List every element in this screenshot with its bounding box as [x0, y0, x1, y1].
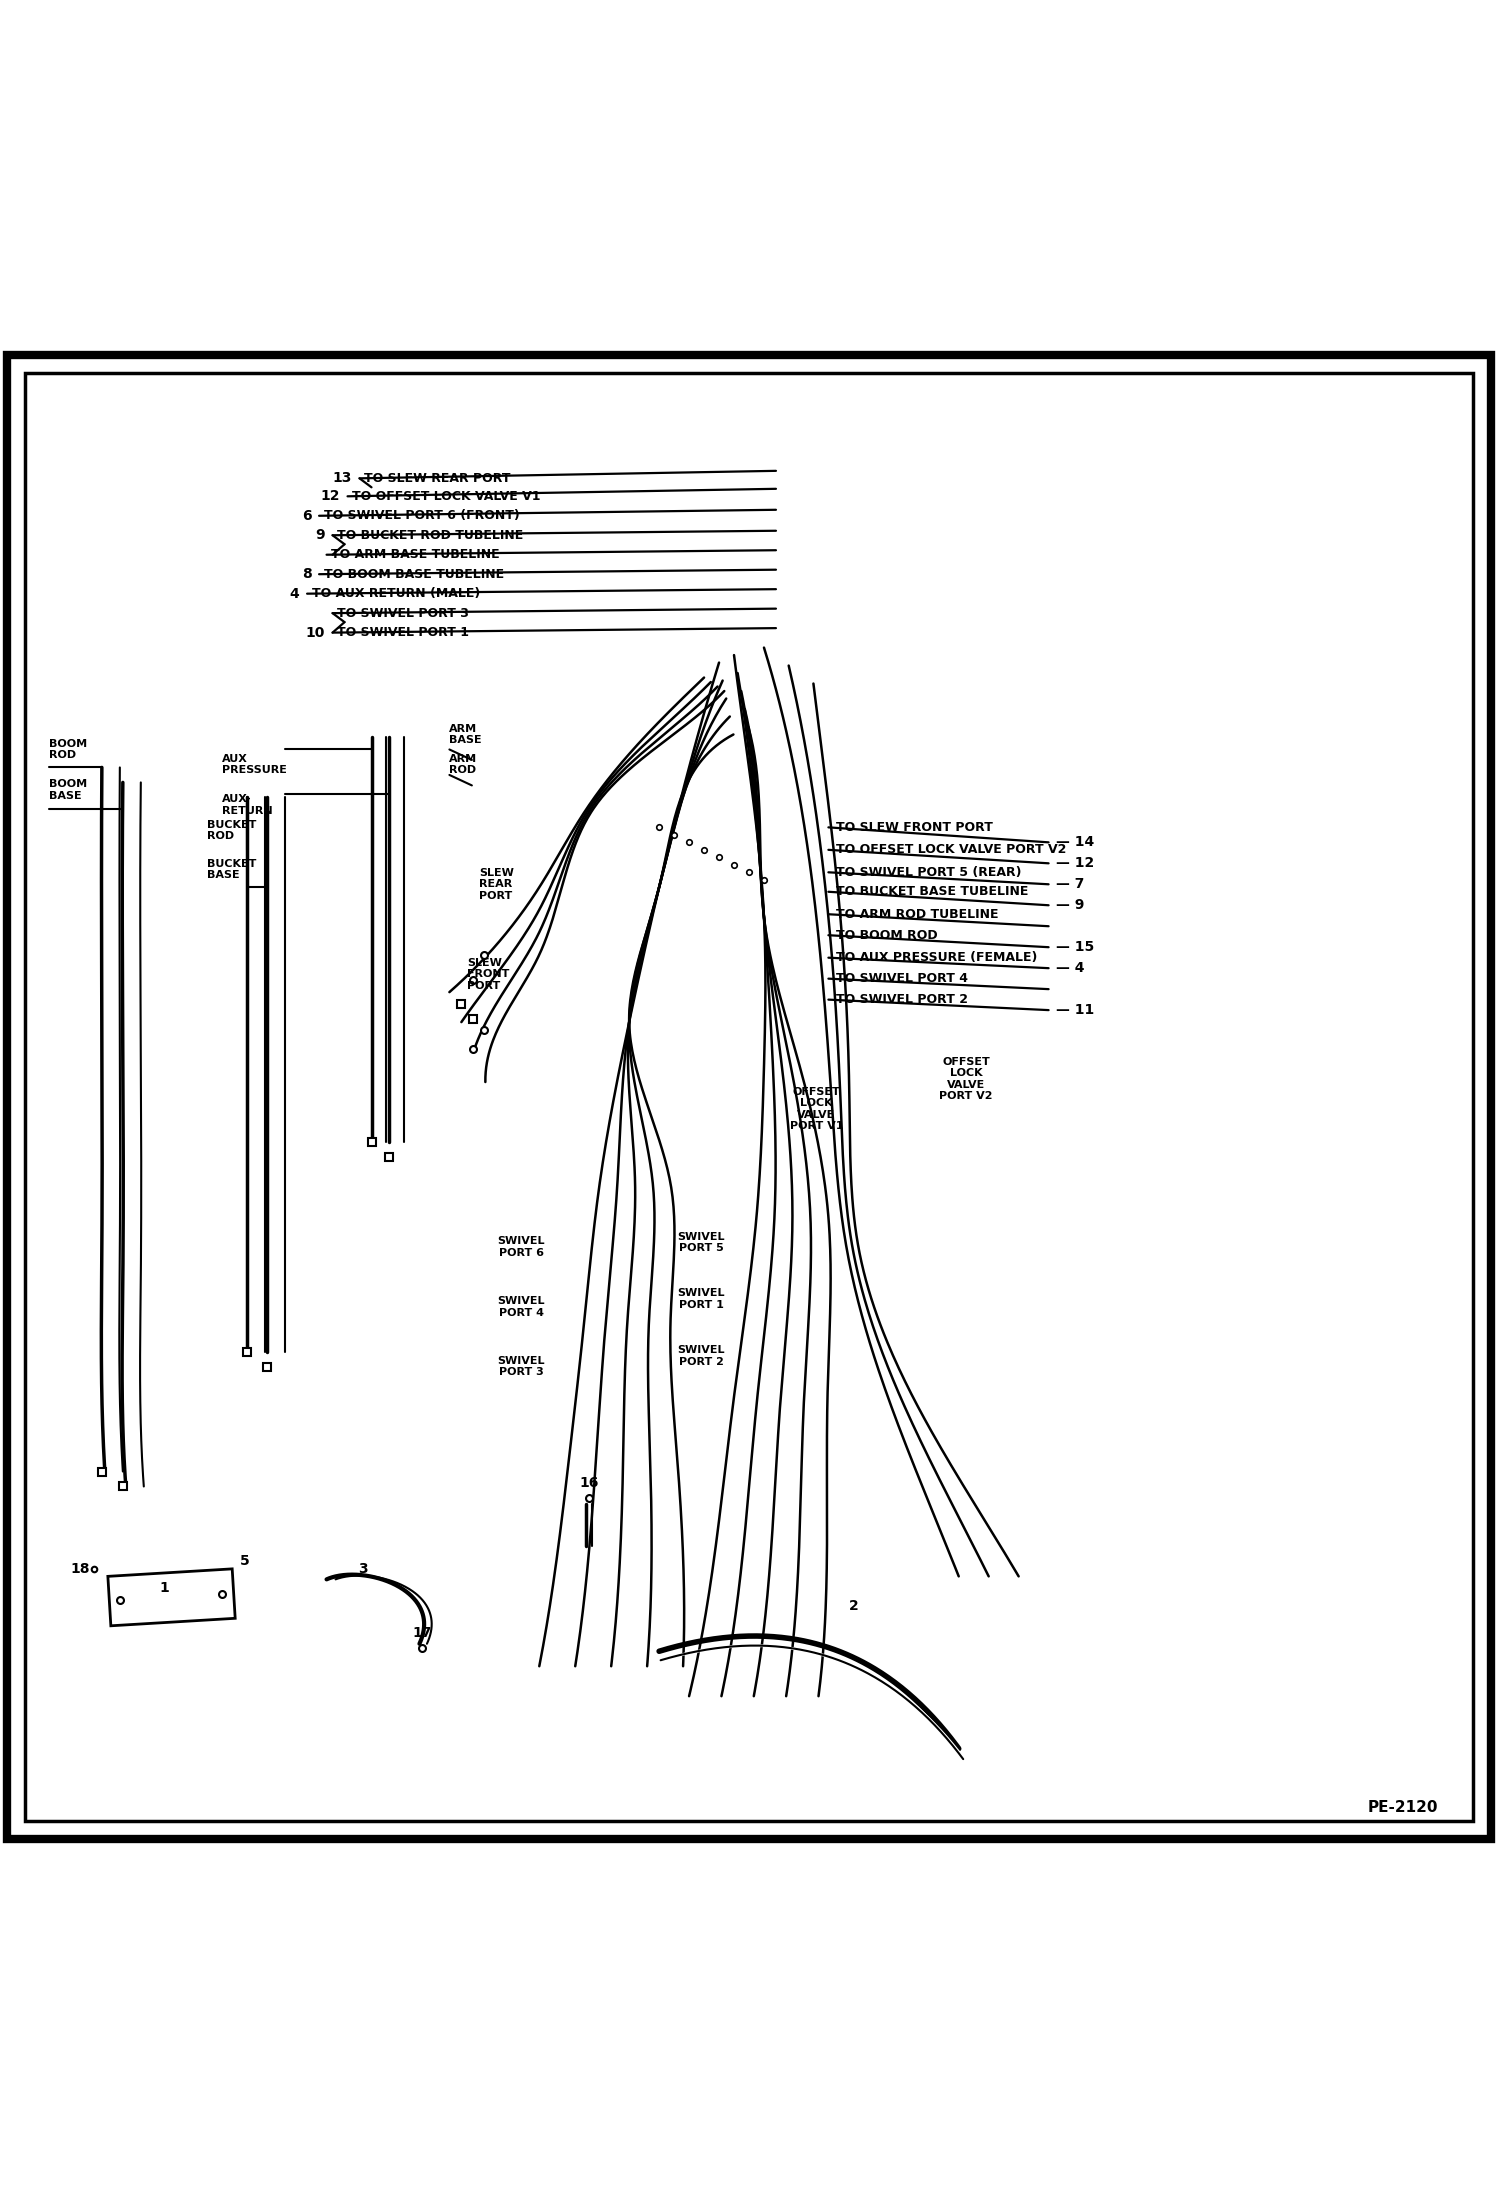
- Text: 17: 17: [413, 1626, 431, 1641]
- Text: — 14: — 14: [1056, 836, 1095, 849]
- Text: TO OFFSET LOCK VALVE PORT V2: TO OFFSET LOCK VALVE PORT V2: [836, 842, 1067, 856]
- Text: — 4: — 4: [1056, 961, 1085, 974]
- Text: PE-2120: PE-2120: [1368, 1799, 1438, 1814]
- Text: 8: 8: [301, 568, 312, 581]
- Text: 18: 18: [70, 1562, 90, 1575]
- Text: 1: 1: [160, 1582, 169, 1595]
- Text: SWIVEL
PORT 2: SWIVEL PORT 2: [677, 1345, 725, 1367]
- Text: ARM
BASE: ARM BASE: [449, 724, 482, 746]
- Text: 6: 6: [303, 509, 312, 522]
- Text: TO SWIVEL PORT 3: TO SWIVEL PORT 3: [337, 608, 469, 619]
- Text: AUX
PRESSURE: AUX PRESSURE: [222, 755, 286, 774]
- Text: TO BOOM ROD: TO BOOM ROD: [836, 928, 938, 941]
- Text: TO AUX RETURN (MALE): TO AUX RETURN (MALE): [312, 588, 479, 601]
- Text: TO SWIVEL PORT 2: TO SWIVEL PORT 2: [836, 994, 968, 1007]
- Text: SWIVEL
PORT 4: SWIVEL PORT 4: [497, 1297, 545, 1319]
- Text: SWIVEL
PORT 6: SWIVEL PORT 6: [497, 1235, 545, 1257]
- Text: TO AUX PRESSURE (FEMALE): TO AUX PRESSURE (FEMALE): [836, 952, 1037, 963]
- Text: 4: 4: [289, 586, 300, 601]
- Text: TO SLEW REAR PORT: TO SLEW REAR PORT: [364, 472, 511, 485]
- Text: TO OFFSET LOCK VALVE V1: TO OFFSET LOCK VALVE V1: [352, 489, 541, 502]
- Text: TO ARM BASE TUBELINE: TO ARM BASE TUBELINE: [331, 548, 500, 562]
- Text: ARM
ROD: ARM ROD: [449, 755, 478, 774]
- Text: SWIVEL
PORT 1: SWIVEL PORT 1: [677, 1288, 725, 1310]
- Text: 10: 10: [306, 625, 325, 641]
- Text: TO ARM ROD TUBELINE: TO ARM ROD TUBELINE: [836, 908, 998, 921]
- Polygon shape: [108, 1569, 235, 1626]
- Text: 5: 5: [240, 1553, 250, 1569]
- Text: — 7: — 7: [1056, 878, 1085, 891]
- Text: — 11: — 11: [1056, 1003, 1095, 1018]
- Text: BUCKET
BASE: BUCKET BASE: [207, 858, 256, 880]
- Text: 12: 12: [321, 489, 340, 502]
- Text: 13: 13: [333, 472, 352, 485]
- Text: 2: 2: [849, 1599, 858, 1613]
- Text: TO BOOM BASE TUBELINE: TO BOOM BASE TUBELINE: [324, 568, 503, 581]
- Text: 3: 3: [358, 1562, 367, 1575]
- Text: BOOM
ROD: BOOM ROD: [49, 739, 87, 761]
- Text: SWIVEL
PORT 5: SWIVEL PORT 5: [677, 1231, 725, 1253]
- Text: TO SWIVEL PORT 6 (FRONT): TO SWIVEL PORT 6 (FRONT): [324, 509, 520, 522]
- Text: SWIVEL
PORT 3: SWIVEL PORT 3: [497, 1356, 545, 1378]
- Text: 16: 16: [580, 1477, 598, 1490]
- Text: SLEW
REAR
PORT: SLEW REAR PORT: [479, 867, 514, 902]
- Text: 9: 9: [316, 529, 325, 542]
- Text: TO SLEW FRONT PORT: TO SLEW FRONT PORT: [836, 821, 993, 834]
- Text: TO BUCKET ROD TUBELINE: TO BUCKET ROD TUBELINE: [337, 529, 523, 542]
- Text: — 9: — 9: [1056, 897, 1085, 913]
- Text: SLEW
FRONT
PORT: SLEW FRONT PORT: [467, 957, 509, 992]
- Text: TO SWIVEL PORT 5 (REAR): TO SWIVEL PORT 5 (REAR): [836, 867, 1022, 880]
- Text: — 12: — 12: [1056, 856, 1095, 871]
- Text: TO SWIVEL PORT 1: TO SWIVEL PORT 1: [337, 625, 469, 638]
- Text: TO SWIVEL PORT 4: TO SWIVEL PORT 4: [836, 972, 968, 985]
- Text: TO BUCKET BASE TUBELINE: TO BUCKET BASE TUBELINE: [836, 884, 1028, 897]
- Text: — 15: — 15: [1056, 941, 1095, 954]
- Text: BOOM
BASE: BOOM BASE: [49, 779, 87, 801]
- Text: BUCKET
ROD: BUCKET ROD: [207, 821, 256, 840]
- Text: AUX-
RETURN: AUX- RETURN: [222, 794, 273, 816]
- Text: OFFSET
LOCK
VALVE
PORT V1: OFFSET LOCK VALVE PORT V1: [789, 1086, 843, 1132]
- Text: OFFSET
LOCK
VALVE
PORT V2: OFFSET LOCK VALVE PORT V2: [939, 1058, 993, 1101]
